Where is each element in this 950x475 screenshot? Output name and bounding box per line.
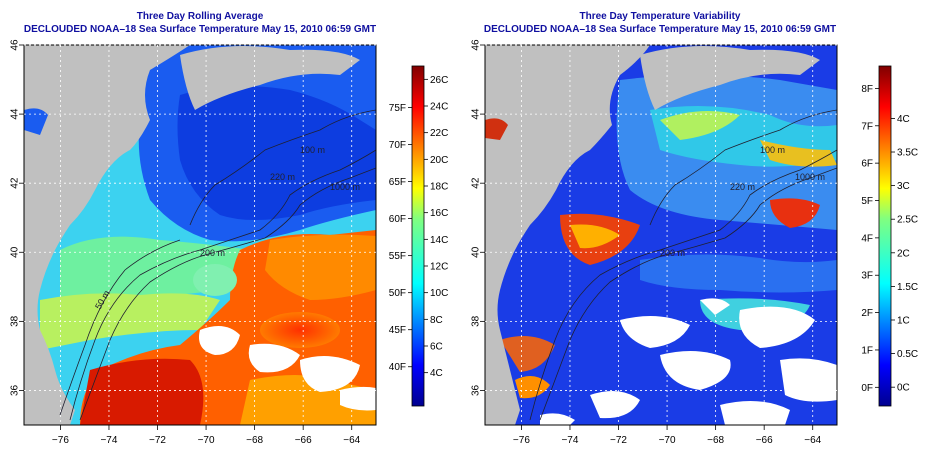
panel1-colorbar-celsius-label: 4C [430,368,443,379]
panel2-colorbar-fahrenheit-label: 4F [861,233,873,244]
panel1-land [24,45,190,425]
panel1-colorbar-celsius-label: 26C [430,75,448,86]
panel2-title: Three Day Temperature Variability DECLOU… [480,10,840,36]
panel2-colorbar-fahrenheit-label: 0F [861,383,873,394]
panel2-colorbar-fahrenheit-label: 5F [861,196,873,207]
panel1-y-tick-label: 36 [10,384,21,396]
panel2-colorbar-fahrenheit-label: 7F [861,121,873,132]
panel1-colorbar-fahrenheit-label: 65F [389,177,406,188]
panel1-colorbar-celsius-label: 22C [430,128,448,139]
panel2-colorbar-celsius-label: 0.5C [897,349,918,360]
panel2-colorbar-celsius-label: 3C [897,181,910,192]
panel1-colorbar-celsius-label: 24C [430,102,448,113]
panel1-colorbar-celsius-label: 6C [430,342,443,353]
panel2-contour-label-1000m: 1000 m [795,172,825,182]
panel2-gridlines [485,44,837,425]
panel2-x-tick-label: −76 [513,435,530,446]
panel1-y-tick-label: 40 [10,246,21,258]
panel2-contour-label-220m: 220 m [730,182,755,192]
panel2-contour-label-100m: 100 m [760,145,785,155]
panel1-colorbar-celsius-label: 18C [430,182,448,193]
panel2-colorbar-fahrenheit-label: 1F [861,345,873,356]
panel2-colorbar-fahrenheit-label: 6F [861,159,873,170]
panel1-x-tick-label: −68 [246,435,263,446]
panel1-y-tick-label: 46 [10,39,21,51]
panel2-x-tick-label: −74 [561,435,578,446]
panel1-gridlines [24,44,376,425]
panel2-land [485,45,650,425]
panel1-contour-label-1000m: 1000 m [330,182,360,192]
panel1-x-tick-label: −76 [52,435,69,446]
panel1-colorbar-celsius-label: 20C [430,155,448,166]
panel1-x-tick-label: −70 [198,435,215,446]
panel1-colorbar-celsius-label: 10C [430,288,448,299]
panel1-y-tick-label: 42 [10,177,21,189]
panel1-x-tick-label: −74 [100,435,117,446]
panel2-y-tick-label: 36 [471,384,482,396]
panel2-colorbar-celsius-label: 4C [897,114,910,125]
panel1-contour-label-100m: 100 m [300,145,325,155]
panel1-title-line2: DECLOUDED NOAA–18 Sea Surface Temperatur… [23,24,377,35]
panel2-y-tick-label: 46 [471,39,482,51]
panel2-y-tick-label: 38 [471,315,482,327]
panel2-colorbar-fahrenheit-label: 3F [861,271,873,282]
panel2-colorbar-fahrenheit-label: 2F [861,308,873,319]
panel2-x-tick-label: −64 [804,435,821,446]
panel1-colorbar-fahrenheit-label: 60F [389,214,406,225]
panel1-x-tick-label: −72 [149,435,166,446]
panel1-contour-label-220m: 220 m [270,172,295,182]
panel1-map: 200 m 100 m 1000 m 220 m 50 m [23,44,377,426]
panel2-contour-label-200m: 200 m [660,248,685,258]
panel1-colorbar-celsius-label: 12C [430,262,448,273]
panel2-x-tick-label: −72 [610,435,627,446]
panel2-colorbar: 8F 7F 6F 5F 4F 3F 2F 1F 0F 4C 3.5C 3C 2.5C 2C 1.5C 1C 0… [861,65,918,407]
panel1-colorbar: 75F 70F 65F 60F 55F 50F 45F 40F 26C 24C 22C 20C 18C… [389,65,448,407]
panel2-x-tick-label: −66 [756,435,773,446]
panel2-bathymetry-contours [529,109,837,421]
panel1-colorbar-celsius-label: 16C [430,208,448,219]
panel2-x-tick-label: −70 [659,435,676,446]
panel2-map: 200 m 100 m 1000 m 220 m [484,44,838,426]
panel1-colorbar-fahrenheit-label: 40F [389,362,406,373]
panel1-colorbar-fahrenheit-label: 55F [389,251,406,262]
panel2-colorbar-bar [878,65,892,407]
panel1-title-line1: Three Day Rolling Average [136,11,264,22]
panel1-y-tick-label: 44 [10,108,21,120]
panel1-colorbar-fahrenheit-label: 70F [389,140,406,151]
panel2-colorbar-celsius-label: 1.5C [897,282,918,293]
panel1-y-tick-label: 38 [10,315,21,327]
panel1-colorbar-bar [411,65,425,407]
panel2-x-tick-label: −68 [707,435,724,446]
panel1-colorbar-celsius-label: 14C [430,235,448,246]
panel2-colorbar-celsius-label: 2C [897,248,910,259]
panel1-colorbar-fahrenheit-label: 75F [389,103,406,114]
panel1-x-tick-label: −66 [295,435,312,446]
panel1-title: Three Day Rolling Average DECLOUDED NOAA… [20,10,380,36]
panel1-contour-label-200m: 200 m [200,248,225,258]
panel2-colorbar-fahrenheit-label: 8F [861,84,873,95]
panel2-y-tick-label: 40 [471,246,482,258]
panel2-y-tick-label: 42 [471,177,482,189]
panel2-colorbar-celsius-label: 2.5C [897,215,918,226]
panel2-title-line1: Three Day Temperature Variability [579,11,741,22]
panel1-bathymetry-contours [59,109,376,421]
panel1-colorbar-celsius-label: 8C [430,315,443,326]
panel2-colorbar-celsius-label: 1C [897,315,910,326]
panel2-title-line2: DECLOUDED NOAA–18 Sea Surface Temperatur… [483,24,837,35]
panel2-y-tick-label: 44 [471,108,482,120]
panel1-colorbar-fahrenheit-label: 50F [389,288,406,299]
panel2-colorbar-celsius-label: 0C [897,383,910,394]
panel1-x-tick-label: −64 [343,435,360,446]
panel1-colorbar-fahrenheit-label: 45F [389,325,406,336]
panel2-colorbar-celsius-label: 3.5C [897,148,918,159]
